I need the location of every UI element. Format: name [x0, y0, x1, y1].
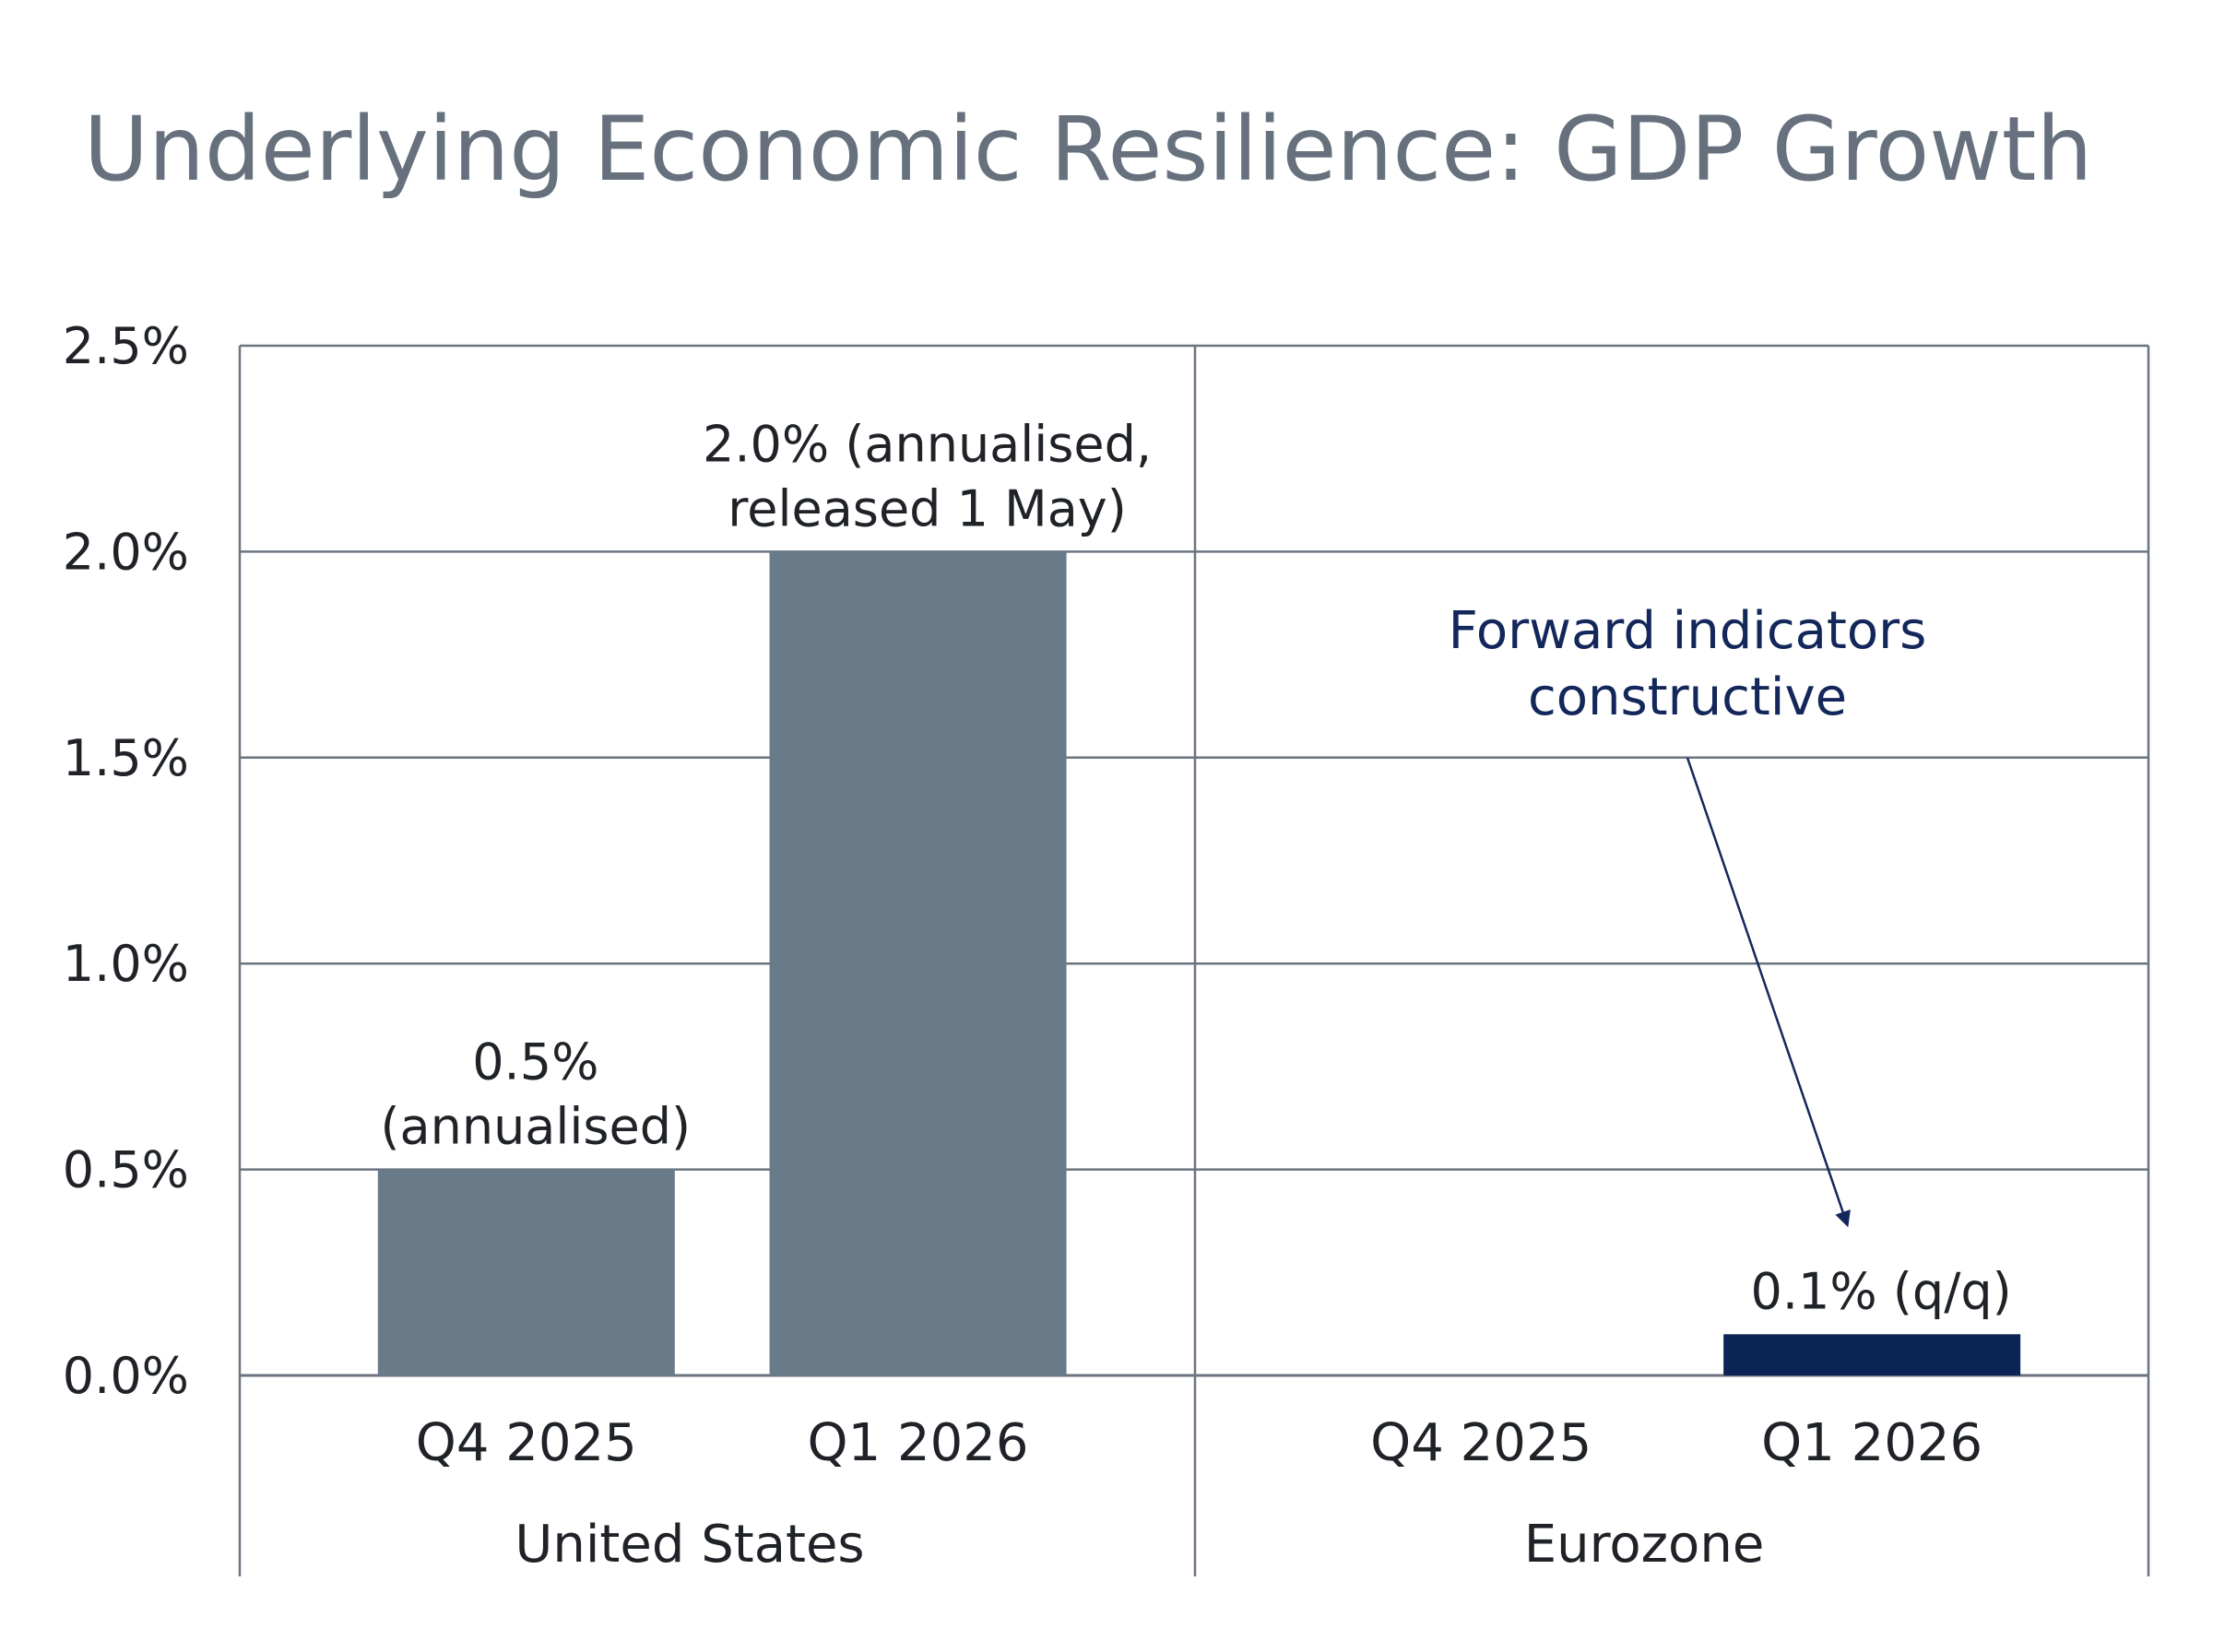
bars [377, 551, 2021, 1375]
data-label: (annualised) [380, 1098, 691, 1156]
annotation-arrow [1686, 757, 1851, 1228]
annotation-text: Forward indicators [1449, 601, 1927, 661]
x-tick-label: Q1 2026 [1761, 1413, 1982, 1473]
y-tick-label: 2.0% [63, 523, 189, 581]
annotation-text: constructive [1528, 667, 1847, 727]
y-tick-label: 1.0% [63, 935, 189, 993]
y-tick-label: 1.5% [63, 729, 189, 787]
y-tick-label: 2.5% [63, 317, 189, 375]
bar-eurozone-q1-2026 [1723, 1334, 2021, 1375]
group-label: United States [515, 1515, 864, 1575]
data-label: 2.0% (annualised, [703, 415, 1152, 473]
data-label: 0.1% (q/q) [1751, 1262, 2012, 1320]
bar-united-states-q4-2025 [377, 1169, 675, 1375]
x-tick-label: Q4 2025 [1370, 1413, 1592, 1473]
x-tick-label: Q4 2025 [416, 1413, 637, 1473]
labels: 0.0% 0.5% 1.0% 1.5% 2.0% 2.5% 0.5% (annualised)… [63, 317, 2012, 1575]
y-tick-label: 0.0% [63, 1347, 189, 1405]
group-label: Eurozone [1524, 1515, 1765, 1575]
data-label: 0.5% [472, 1033, 598, 1092]
data-label: released 1 May) [728, 479, 1127, 537]
bar-united-states-q1-2026 [769, 551, 1067, 1375]
x-tick-label: Q1 2026 [808, 1413, 1029, 1473]
chart-title: Underlying Economic Resilience: GDP Grow… [84, 98, 2093, 201]
gridlines [238, 344, 2150, 1576]
y-tick-label: 0.5% [63, 1141, 189, 1199]
